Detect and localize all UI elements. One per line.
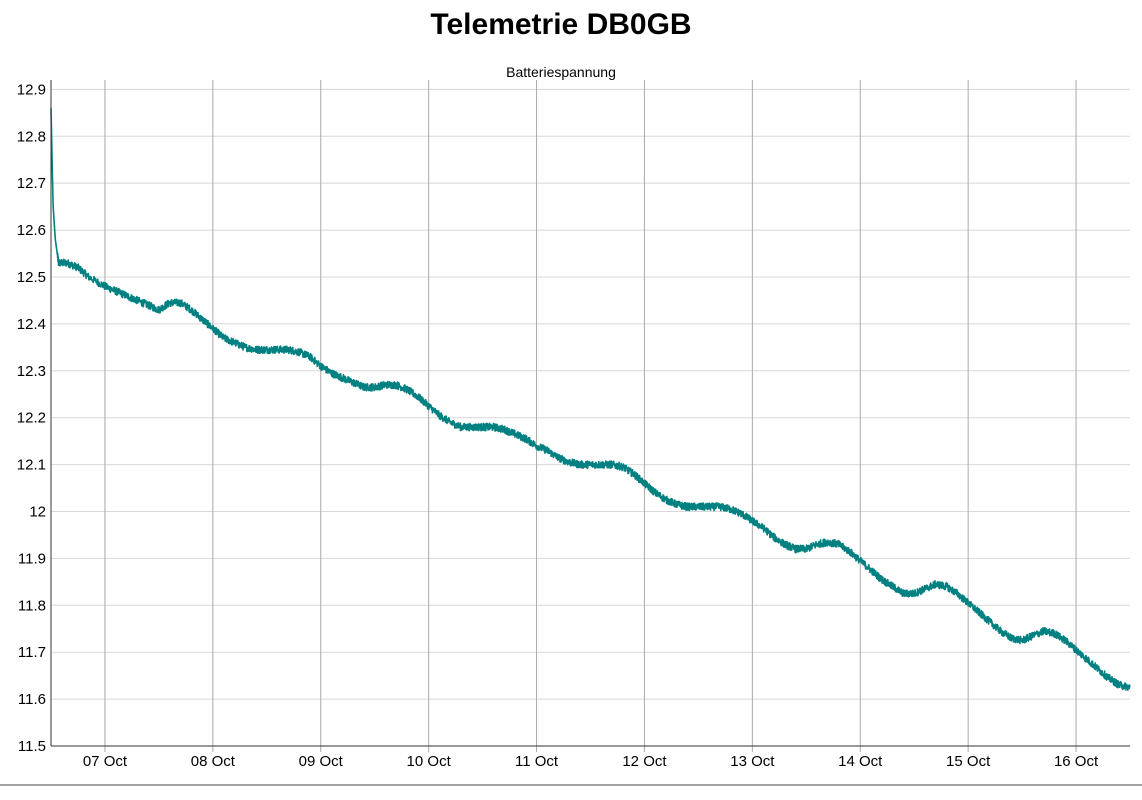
x-tick-label: 10 Oct [407,753,452,770]
y-tick-label: 11.8 [18,597,46,614]
x-tick-label: 14 Oct [838,753,883,770]
series-line [50,108,1131,691]
x-tick-label: 09 Oct [299,753,344,770]
y-tick-label: 11.6 [18,691,46,708]
x-tick-label: 08 Oct [191,753,236,770]
y-tick-label: 12.2 [17,410,46,427]
y-tick-label: 12.4 [17,316,46,333]
y-gridlines [51,88,1130,700]
y-tick-label: 12.9 [17,81,46,98]
y-axis-tick-labels: 11.5 11.6 11.7 11.8 11.9 12 12.1 12.2 12.3 12.4 12… [17,81,46,755]
x-gridlines [104,80,1077,752]
page-title: Telemetrie DB0GB [430,8,692,41]
x-tick-label: 12 Oct [622,753,667,770]
y-tick-label: 12.6 [17,222,46,239]
series-layer [50,108,1131,691]
y-tick-label: 12.5 [17,269,46,286]
x-tick-label: 15 Oct [946,753,991,770]
y-tick-label: 12.8 [17,128,46,145]
x-tick-label: 11 Oct [515,753,559,770]
y-tick-label: 11.9 [18,550,46,567]
y-tick-label: 12.1 [17,457,46,474]
x-tick-label: 16 Oct [1054,753,1099,770]
y-tick-label: 12.3 [17,363,46,380]
chart-subtitle: Batteriespannung [506,64,616,80]
y-tick-label: 12.7 [17,175,46,192]
y-tick-label: 11.5 [18,738,46,755]
x-tick-label: 07 Oct [83,753,128,770]
y-tick-label: 11.7 [18,644,46,661]
x-tick-label: 13 Oct [730,753,775,770]
y-tick-label: 12 [29,503,46,520]
x-axis-tick-labels: 07 Oct 08 Oct 09 Oct 10 Oct 11 Oct 12 Oct 13 O… [83,753,1099,770]
